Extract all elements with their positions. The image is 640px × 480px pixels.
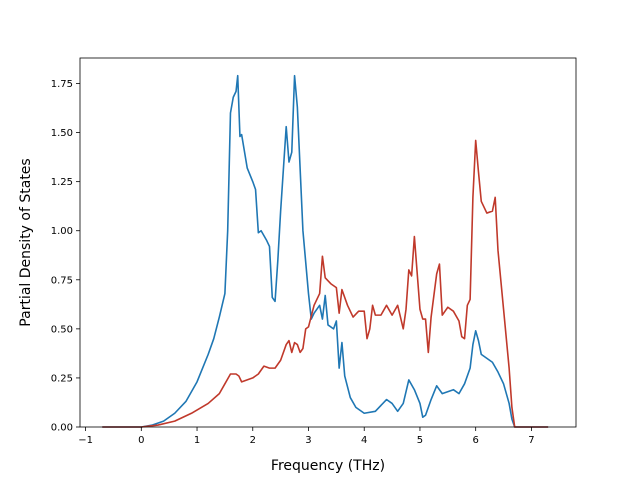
x-tick-label: 5	[417, 435, 423, 446]
x-tick-label: 3	[305, 435, 311, 446]
x-tick-label: 0	[138, 435, 144, 446]
y-tick-label: 0.00	[51, 423, 73, 434]
x-axis-title: Frequency (THz)	[271, 458, 385, 474]
y-tick-label: 1.50	[51, 128, 73, 139]
y-tick-label: 1.75	[51, 79, 73, 90]
x-axis: −1 0 1 2 3 4 5 6 7	[78, 427, 535, 446]
x-tick-label: 6	[472, 435, 478, 446]
series-line-2	[102, 139, 549, 428]
series-layer	[102, 74, 549, 428]
x-tick-label: 4	[361, 435, 367, 446]
x-tick-label: −1	[78, 435, 93, 446]
y-axis: 0.00 0.25 0.50 0.75 1.00 1.25 1.50 1.75	[51, 79, 80, 434]
x-tick-label: 1	[194, 435, 200, 446]
y-axis-title: Partial Density of States	[18, 158, 34, 326]
y-tick-label: 0.50	[51, 324, 73, 335]
y-tick-label: 1.25	[51, 177, 73, 188]
x-tick-label: 7	[528, 435, 534, 446]
x-tick-label: 2	[250, 435, 256, 446]
y-tick-label: 0.25	[51, 373, 73, 384]
y-tick-label: 0.75	[51, 275, 73, 286]
series-line-1	[102, 74, 549, 428]
y-tick-label: 1.00	[51, 226, 73, 237]
plot-frame	[79, 57, 577, 428]
